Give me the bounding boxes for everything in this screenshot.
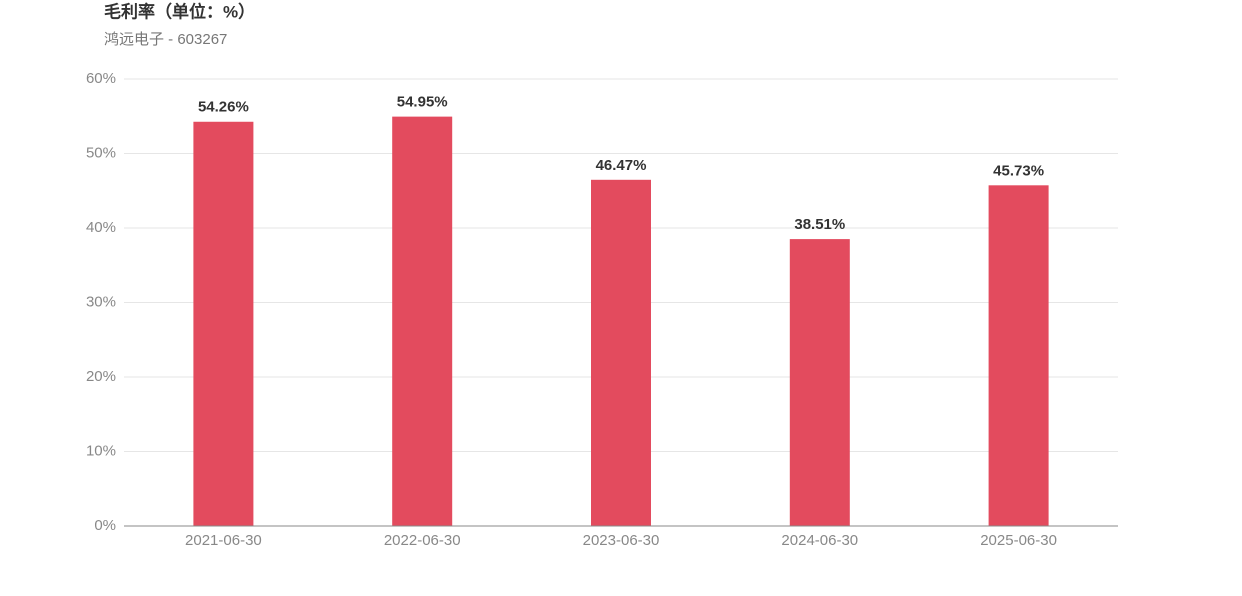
x-tick-label: 2024-06-30 <box>781 532 858 549</box>
bar <box>591 179 651 526</box>
value-label: 38.51% <box>794 216 845 233</box>
x-tick-label: 2022-06-30 <box>384 532 461 549</box>
value-label: 45.73% <box>993 162 1044 179</box>
y-tick-label: 50% <box>86 144 116 161</box>
y-tick-label: 30% <box>86 293 116 310</box>
x-tick-label: 2023-06-30 <box>583 532 660 549</box>
bar <box>789 239 850 526</box>
y-tick-label: 20% <box>86 368 116 385</box>
value-label: 54.26% <box>198 99 249 116</box>
bar <box>988 185 1049 526</box>
chart-subtitle: 鸿远电子 - 603267 <box>104 31 227 48</box>
bar <box>193 121 254 526</box>
y-tick-label: 40% <box>86 219 116 236</box>
bar <box>392 116 453 526</box>
value-label: 54.95% <box>397 94 448 111</box>
y-tick-label: 10% <box>86 442 116 459</box>
value-label: 46.47% <box>596 157 647 174</box>
chart-title: 毛利率（单位：%） <box>104 1 255 21</box>
y-tick-label: 60% <box>86 70 116 87</box>
x-tick-label: 2025-06-30 <box>980 532 1057 549</box>
x-tick-label: 2021-06-30 <box>185 532 262 549</box>
y-tick-label: 0% <box>94 517 116 534</box>
